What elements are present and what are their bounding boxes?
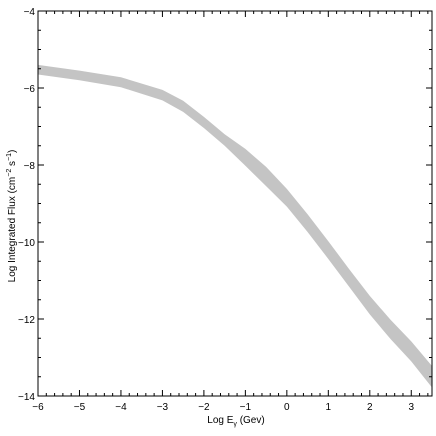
x-axis-label-suffix: (Gev): [237, 415, 265, 426]
x-axis-label-prefix: Log E: [207, 415, 233, 426]
y-axis-label-end: ): [7, 150, 18, 153]
x-axis-label-subscript: γ: [233, 421, 237, 428]
flux-band-0: [38, 64, 432, 388]
y-tick-label: −12: [18, 315, 35, 326]
y-axis-label-base: Log Integrated Flux (cm: [7, 177, 18, 283]
x-tick-label: −3: [157, 402, 169, 413]
x-tick-label: 0: [284, 402, 290, 413]
x-tick-labels: −6 −5 −4 −3 −2 −1 0 1 2 3: [32, 402, 414, 413]
plot-frame: [37, 10, 433, 397]
y-tick-labels: −14 −12 −10 −8 −6 −4: [18, 7, 35, 403]
y-tick-label: −8: [24, 161, 36, 172]
ticks-layer: [37, 10, 432, 397]
y-tick-label: −4: [24, 7, 36, 18]
x-axis-label: Log Eγ (Gev): [207, 415, 264, 428]
y-tick-label: −10: [18, 238, 35, 249]
x-tick-label: 1: [326, 402, 332, 413]
y-axis-label-mid: s: [7, 161, 18, 169]
x-tick-label: 3: [408, 402, 414, 413]
flux-band-layer: [38, 64, 432, 388]
y-tick-label: −6: [24, 84, 36, 95]
x-tick-label: −2: [198, 402, 210, 413]
y-tick-label: −14: [18, 392, 35, 403]
y-axis-label-sup2: −1: [6, 153, 13, 161]
x-tick-label: −6: [32, 402, 44, 413]
y-axis-label-sup1: −2: [6, 169, 13, 177]
x-tick-label: −4: [115, 402, 127, 413]
x-tick-label: −1: [240, 402, 252, 413]
x-tick-label: −5: [74, 402, 86, 413]
y-axis-label: Log Integrated Flux (cm−2 s−1): [6, 150, 18, 283]
x-tick-label: 2: [367, 402, 373, 413]
